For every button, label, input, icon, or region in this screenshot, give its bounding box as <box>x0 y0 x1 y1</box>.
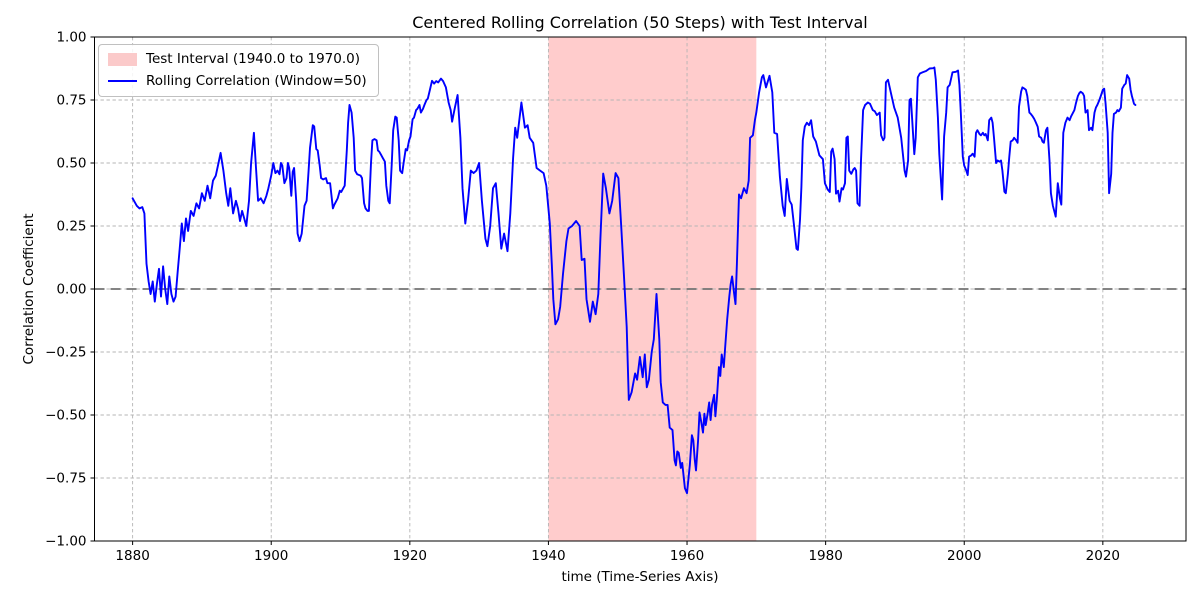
x-tick-label: 1900 <box>254 548 288 564</box>
legend: Test Interval (1940.0 to 1970.0) Rolling… <box>98 44 379 97</box>
legend-item-test-interval: Test Interval (1940.0 to 1970.0) <box>108 50 367 68</box>
y-axis-label: Correlation Coefficient <box>21 213 37 365</box>
x-tick-label: 2000 <box>947 548 981 564</box>
rolling-correlation-swatch <box>108 80 137 82</box>
legend-item-rolling-correlation: Rolling Correlation (Window=50) <box>108 72 367 90</box>
chart-title: Centered Rolling Correlation (50 Steps) … <box>412 13 868 32</box>
rolling-correlation-line <box>131 66 1137 495</box>
x-axis-label: time (Time-Series Axis) <box>561 569 719 585</box>
y-tick-label: −0.75 <box>45 471 86 487</box>
legend-label-test-interval: Test Interval (1940.0 to 1970.0) <box>146 51 361 67</box>
x-tick-label: 1960 <box>670 548 704 564</box>
y-tick-label: 0.50 <box>56 156 86 172</box>
x-tick-label: 2020 <box>1086 548 1120 564</box>
test-interval-swatch <box>108 52 137 66</box>
x-tick-label: 1980 <box>808 548 842 564</box>
x-tick-label: 1880 <box>115 548 149 564</box>
y-tick-label: 1.00 <box>56 30 86 46</box>
y-tick-label: 0.00 <box>56 282 86 298</box>
x-tick-label: 1920 <box>393 548 427 564</box>
y-tick-label: −0.50 <box>45 408 86 424</box>
y-tick-label: 0.25 <box>56 219 86 235</box>
legend-label-rolling-correlation: Rolling Correlation (Window=50) <box>146 73 367 89</box>
y-tick-label: 0.75 <box>56 93 86 109</box>
y-tick-label: −0.25 <box>45 345 86 361</box>
x-tick-label: 1940 <box>531 548 565 564</box>
y-tick-label: −1.00 <box>45 534 86 550</box>
